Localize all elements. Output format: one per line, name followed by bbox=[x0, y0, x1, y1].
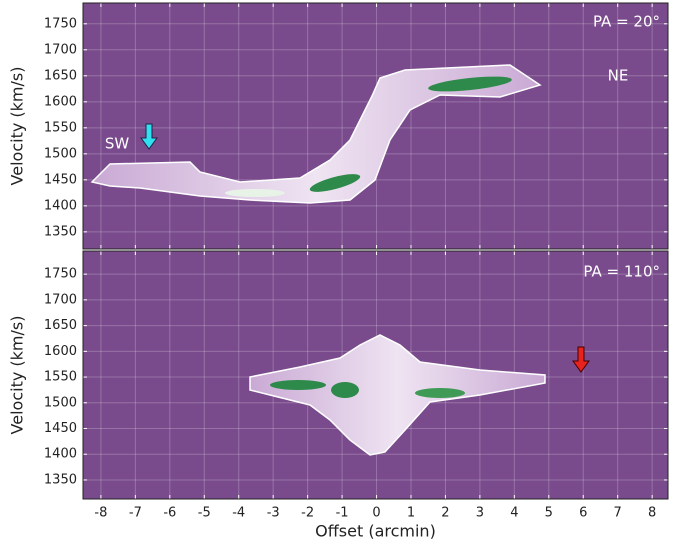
y-tick-label: 1650 bbox=[44, 318, 77, 333]
y-tick-label: 1400 bbox=[44, 198, 77, 213]
y-tick-label: 1500 bbox=[44, 146, 77, 161]
x-tick-label: -1 bbox=[336, 506, 349, 521]
red-arrow bbox=[572, 346, 590, 373]
x-tick-label: -2 bbox=[301, 506, 314, 521]
annotation: PA = 20° bbox=[593, 13, 660, 31]
x-tick-label: 7 bbox=[614, 506, 622, 521]
y-tick-label: 1500 bbox=[44, 395, 77, 410]
frame bbox=[82, 250, 669, 500]
emission-peak bbox=[270, 380, 326, 390]
emission-peak bbox=[225, 189, 285, 197]
y-tick-label: 1450 bbox=[44, 421, 77, 436]
x-tick-label: 3 bbox=[476, 506, 484, 521]
y-tick-label: 1600 bbox=[44, 94, 77, 109]
y-tick-label: 1600 bbox=[44, 344, 77, 359]
x-tick-label: -6 bbox=[163, 506, 176, 521]
x-tick-label: 2 bbox=[441, 506, 449, 521]
y-tick-label: 1400 bbox=[44, 447, 77, 462]
frame bbox=[82, 2, 669, 250]
y-tick-label: 1750 bbox=[44, 16, 77, 31]
x-tick-label: 4 bbox=[510, 506, 518, 521]
emission-top bbox=[90, 64, 542, 204]
x-tick-label: 8 bbox=[648, 506, 656, 521]
y-tick-label: 1350 bbox=[44, 224, 77, 239]
emission-peak bbox=[331, 382, 359, 398]
y-axis-label: Velocity (km/s) bbox=[8, 316, 27, 435]
y-tick-label: 1700 bbox=[44, 292, 77, 307]
x-tick-label: 1 bbox=[407, 506, 415, 521]
x-tick-label: -4 bbox=[232, 506, 245, 521]
x-tick-label: 5 bbox=[545, 506, 553, 521]
y-tick-label: 1750 bbox=[44, 267, 77, 282]
annotation: SW bbox=[105, 135, 130, 153]
y-axis-label: Velocity (km/s) bbox=[8, 67, 27, 186]
x-axis-label: Offset (arcmin) bbox=[315, 522, 436, 541]
cyan-arrow bbox=[140, 123, 158, 150]
y-tick-label: 1550 bbox=[44, 370, 77, 385]
emission-peak bbox=[415, 388, 465, 398]
annotation: NE bbox=[608, 67, 629, 85]
emission-peak bbox=[309, 174, 361, 192]
x-tick-label: -3 bbox=[267, 506, 280, 521]
emission-bottom bbox=[249, 334, 546, 456]
annotation: PA = 110° bbox=[583, 263, 660, 281]
y-tick-label: 1450 bbox=[44, 172, 77, 187]
y-tick-label: 1550 bbox=[44, 120, 77, 135]
y-tick-label: 1650 bbox=[44, 68, 77, 83]
emission bbox=[90, 64, 590, 456]
y-tick-label: 1350 bbox=[44, 472, 77, 487]
x-tick-label: -8 bbox=[94, 506, 107, 521]
x-tick-label: 6 bbox=[579, 506, 587, 521]
x-tick-label: -5 bbox=[198, 506, 211, 521]
x-tick-label: 0 bbox=[372, 506, 380, 521]
x-tick-label: -7 bbox=[129, 506, 142, 521]
emission-peak bbox=[428, 76, 512, 92]
y-tick-label: 1700 bbox=[44, 42, 77, 57]
